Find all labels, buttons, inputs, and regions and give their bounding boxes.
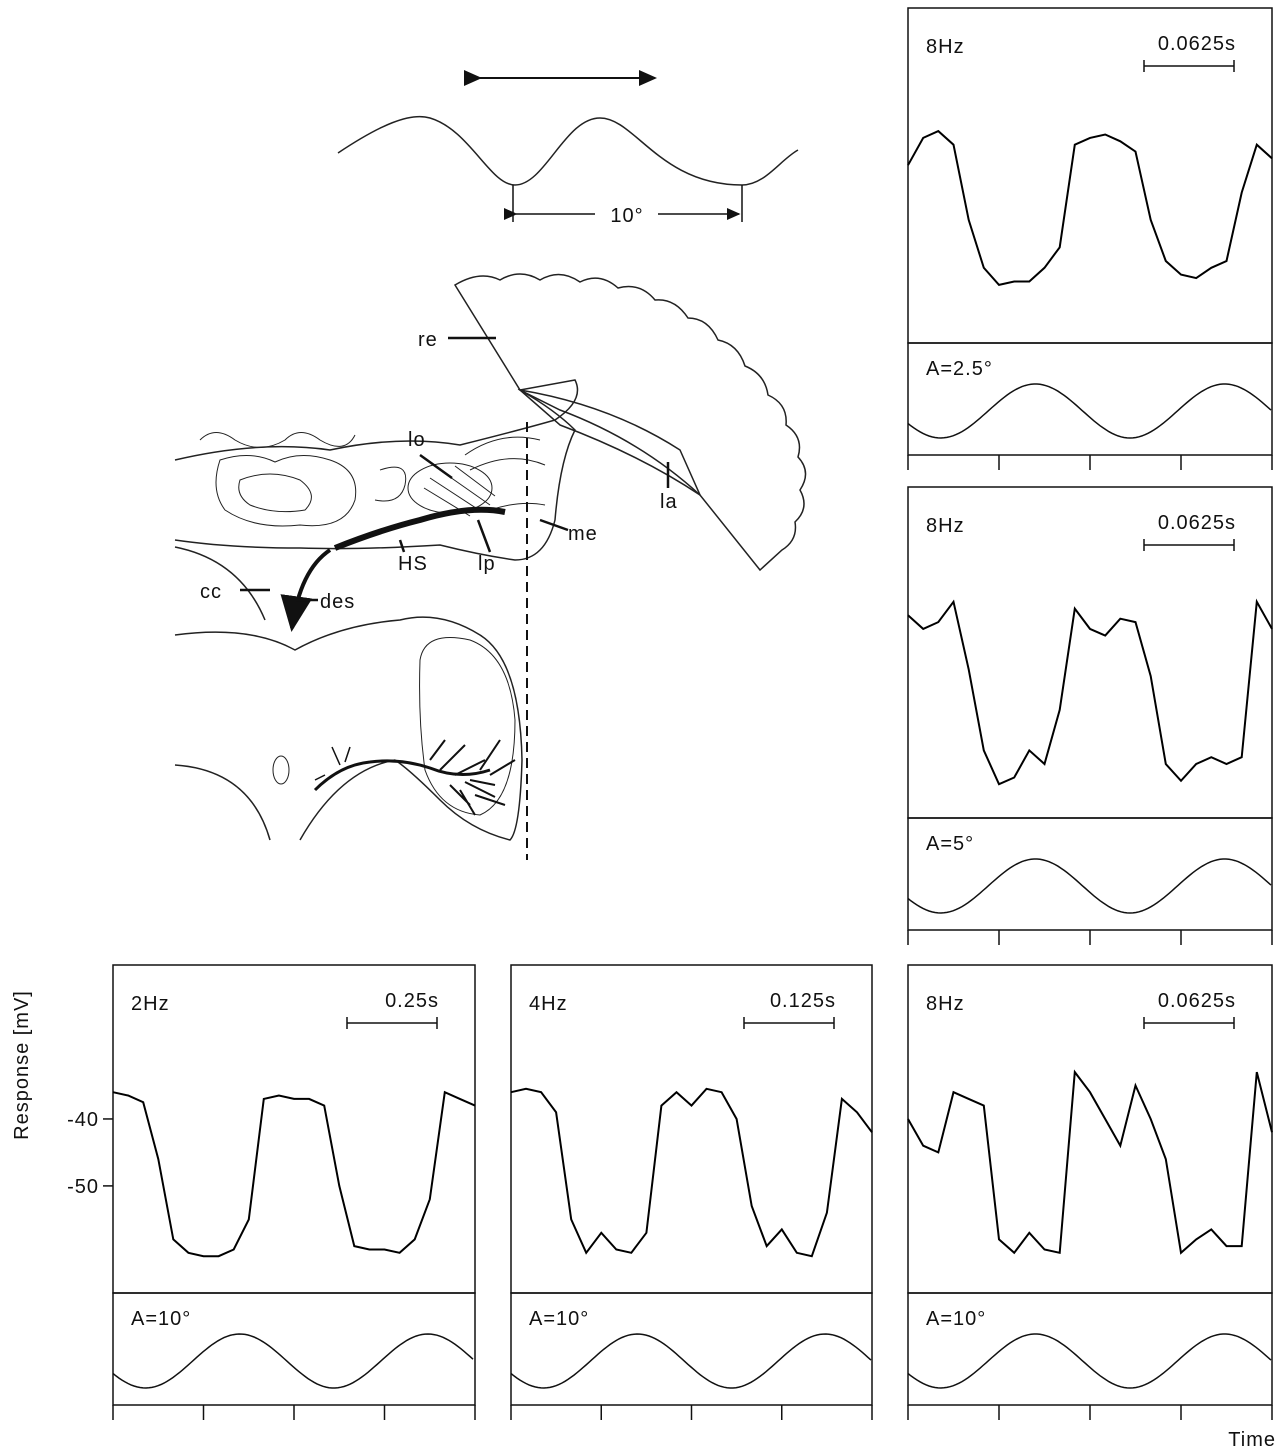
panel: 2Hz 0.25s A=10° Response [mV] -40 -50 <box>11 965 475 1420</box>
frequency-label: 8Hz <box>926 36 965 58</box>
anatomy-label: lp <box>478 553 496 575</box>
anatomy-label: des <box>320 591 355 613</box>
panel: 4Hz 0.125s A=10° <box>511 965 872 1420</box>
scale-bar-label: 0.0625s <box>1158 33 1236 55</box>
frequency-label: 2Hz <box>131 993 170 1015</box>
scale-bar <box>347 1017 437 1029</box>
y-tick-label: -40 <box>67 1109 99 1131</box>
x-axis-label: Time <box>1228 1429 1276 1451</box>
scale-bar <box>1144 1017 1234 1029</box>
stimulus-trace <box>511 1334 871 1388</box>
stimulus-trace <box>908 1334 1271 1388</box>
anatomy-label: me <box>568 523 598 545</box>
anatomy-label: HS <box>398 553 428 575</box>
frequency-label: 8Hz <box>926 515 965 537</box>
scale-bar <box>1144 539 1234 551</box>
stimulus-label: A=5° <box>926 833 974 855</box>
response-trace <box>511 1089 872 1256</box>
figure: 10° relomelaHSlpccdes8Hz0.0625sA=2.5°8Hz… <box>0 0 1282 1454</box>
stimulus-label: A=2.5° <box>926 358 993 380</box>
frequency-label: 8Hz <box>926 993 965 1015</box>
panel: 8Hz 0.0625s A=10° Time <box>908 965 1276 1451</box>
anatomy-label: cc <box>200 581 222 603</box>
response-trace <box>113 1092 475 1256</box>
scale-bar-label: 0.25s <box>385 990 439 1012</box>
scale-bar-label: 0.0625s <box>1158 512 1236 534</box>
scale-bar <box>1144 60 1234 72</box>
y-tick-label: -50 <box>67 1176 99 1198</box>
scale-bar <box>744 1017 834 1029</box>
stimulus-label: A=10° <box>529 1308 589 1330</box>
response-trace <box>908 131 1272 285</box>
grating-wave <box>338 117 798 185</box>
panel: 8Hz 0.0625s A=2.5° <box>908 8 1272 470</box>
response-trace <box>908 602 1272 784</box>
stimulus-trace <box>113 1334 473 1388</box>
anatomy-label: la <box>660 491 678 513</box>
stimulus-label: A=10° <box>926 1308 986 1330</box>
stimulus-diagram: 10° <box>338 78 798 227</box>
panel: 8Hz 0.0625s A=5° <box>908 487 1272 945</box>
angle-label: 10° <box>610 205 643 227</box>
frequency-label: 4Hz <box>529 993 568 1015</box>
scale-bar-label: 0.0625s <box>1158 990 1236 1012</box>
anatomy-label: re <box>418 329 438 351</box>
response-box <box>908 8 1272 343</box>
scale-bar-label: 0.125s <box>770 990 836 1012</box>
stimulus-trace <box>908 384 1271 438</box>
anatomy-label: lo <box>408 429 426 451</box>
y-axis-label: Response [mV] <box>11 990 33 1140</box>
stimulus-trace <box>908 859 1271 913</box>
stimulus-label: A=10° <box>131 1308 191 1330</box>
response-trace <box>908 1072 1272 1253</box>
